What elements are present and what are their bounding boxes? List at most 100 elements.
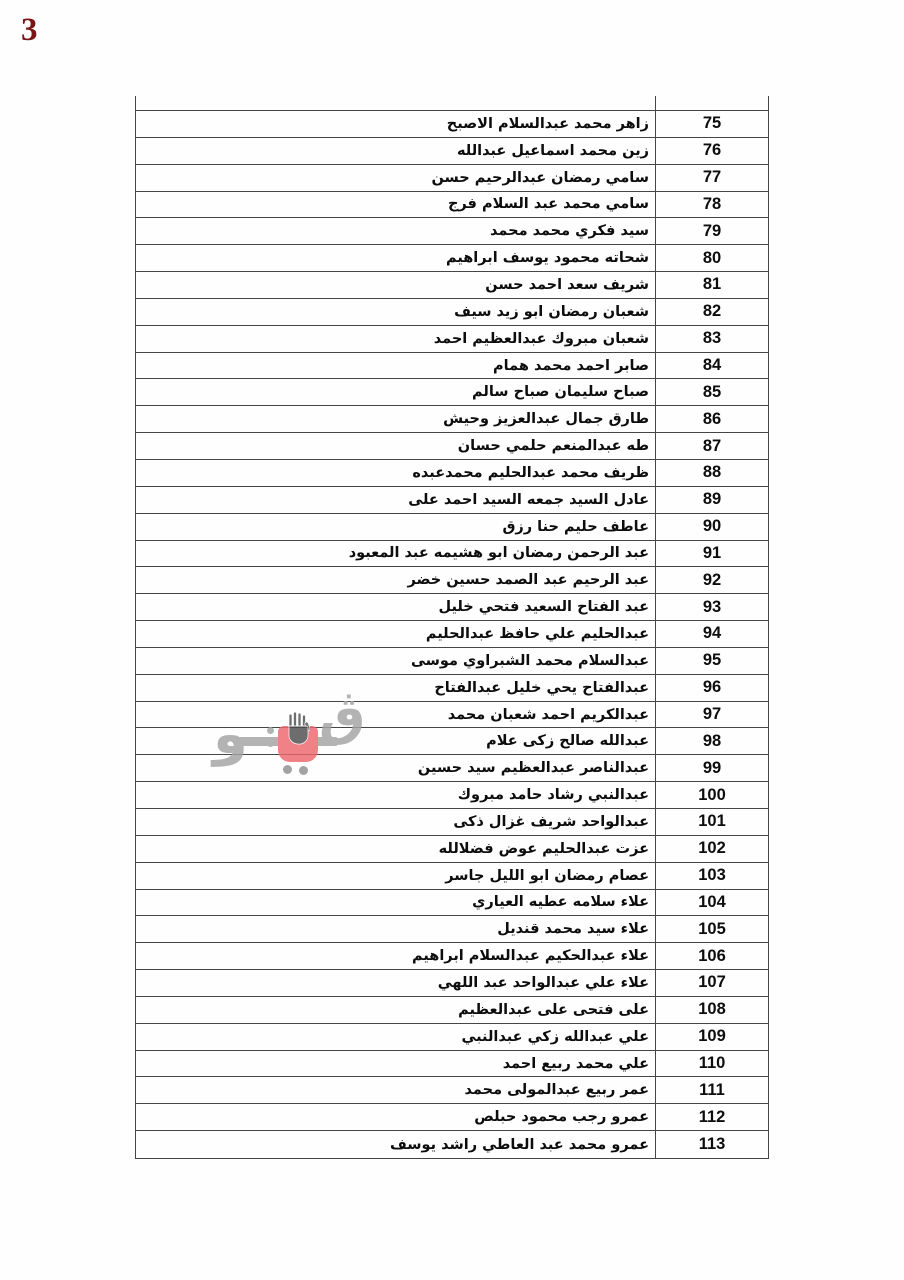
table-row: عصام رمضان ابو الليل جاسر 103	[136, 862, 768, 890]
person-name: سيد فكري محمد محمد	[490, 223, 649, 240]
row-number: 108	[655, 996, 768, 1023]
person-name: علاء عبدالحكيم عبدالسلام ابراهيم	[411, 948, 649, 965]
person-name: عبدالله صالح زكى علام	[486, 733, 649, 750]
person-name: صباح سليمان صباح سالم	[472, 384, 649, 401]
row-number: 105	[655, 916, 768, 943]
row-number: 80	[655, 245, 768, 272]
row-number: 83	[655, 325, 768, 352]
table-row: عبدالنبي رشاد حامد مبروك 100	[136, 782, 768, 809]
page-number: 3	[21, 12, 38, 48]
person-name: زين محمد اسماعيل عبدالله	[457, 142, 649, 159]
table-row: ظريف محمد عبدالحليم محمدعبده 88	[136, 459, 768, 487]
table-row: سامي رمضان عبدالرحيم حسن 77	[136, 164, 768, 192]
person-name: سامي محمد عبد السلام فرج	[447, 196, 649, 213]
table-row: شعبان مبروك عبدالعظيم احمد 83	[136, 325, 768, 353]
person-name: على فتحى على عبدالعظيم	[458, 1001, 649, 1018]
row-number: 87	[655, 433, 768, 459]
person-name: عبدالنبي رشاد حامد مبروك	[457, 787, 649, 804]
row-number: 97	[655, 701, 768, 728]
person-name: عمرو رجب محمود حبلص	[474, 1109, 649, 1126]
table-row: سامي محمد عبد السلام فرج 78	[136, 191, 768, 219]
table-row: زاهر محمد عبدالسلام الاصبح 75	[136, 111, 768, 138]
row-number: 113	[655, 1131, 768, 1158]
table-row: علاء سيد محمد قنديل 105	[136, 916, 768, 944]
row-number: 99	[655, 755, 768, 782]
person-name: عبدالواحد شريف غزال ذكى	[453, 813, 649, 830]
table-row: شريف سعد احمد حسن 81	[136, 272, 768, 299]
row-number: 79	[655, 218, 768, 245]
person-name: علاء سيد محمد قنديل	[497, 921, 649, 938]
table-row: عمرو محمد عبد العاطي راشد يوسف 113	[136, 1131, 768, 1158]
person-name: علاء علي عبدالواحد عبد اللهي	[437, 974, 649, 991]
table-border-stub-left	[135, 96, 136, 110]
row-number: 84	[655, 352, 768, 379]
table-row: صابر احمد محمد همام 84	[136, 352, 768, 380]
person-name: عبد الرحمن رمضان ابو هشيمه عبد المعبود	[348, 545, 649, 562]
row-number: 94	[655, 621, 768, 647]
person-name: شعبان رمضان ابو زيد سيف	[454, 303, 649, 320]
table-row: عبدالله صالح زكى علام 98	[136, 728, 768, 756]
table-row: عبد الفتاح السعيد فتحي خليل 93	[136, 594, 768, 622]
table-row: عبدالواحد شريف غزال ذكى 101	[136, 808, 768, 836]
person-name: علي عبدالله زكي عبدالنبي	[461, 1028, 649, 1045]
person-name: سامي رمضان عبدالرحيم حسن	[431, 169, 649, 186]
table-row: طه عبدالمنعم حلمي حسان 87	[136, 433, 768, 460]
row-number: 86	[655, 406, 768, 433]
person-name: عمر ربيع عبدالمولى محمد	[464, 1082, 649, 1099]
person-name: عبد الفتاح السعيد فتحي خليل	[438, 599, 649, 616]
row-number: 91	[655, 540, 768, 567]
row-number: 93	[655, 594, 768, 621]
row-number: 92	[655, 567, 768, 594]
roster-table: زاهر محمد عبدالسلام الاصبح 75 زين محمد ا…	[135, 110, 769, 1159]
row-number: 107	[655, 970, 768, 996]
row-number: 77	[655, 164, 768, 191]
person-name: شعبان مبروك عبدالعظيم احمد	[433, 330, 649, 347]
person-name: عاطف حليم حنا رزق	[502, 518, 649, 535]
row-number: 75	[655, 111, 768, 137]
person-name: عبدالكريم احمد شعبان محمد	[447, 706, 649, 723]
person-name: عبدالفتاح يحي خليل عبدالفتاح	[434, 679, 649, 696]
row-number: 81	[655, 272, 768, 298]
row-number: 88	[655, 459, 768, 486]
row-number: 89	[655, 486, 768, 513]
person-name: شحاته محمود يوسف ابراهيم	[445, 250, 649, 267]
person-name: عصام رمضان ابو الليل جاسر	[445, 867, 649, 884]
row-number: 111	[655, 1077, 768, 1104]
table-border-stub-middle	[655, 96, 656, 110]
person-name: شريف سعد احمد حسن	[485, 276, 649, 293]
row-number: 76	[655, 137, 768, 164]
row-number: 100	[655, 782, 768, 808]
row-number: 96	[655, 674, 768, 701]
table-row: عزت عبدالحليم عوض فضلالله 102	[136, 835, 768, 863]
table-row: عمر ربيع عبدالمولى محمد 111	[136, 1077, 768, 1105]
person-name: عزت عبدالحليم عوض فضلالله	[438, 840, 649, 857]
person-name: طارق جمال عبدالعزيز وحيش	[443, 411, 649, 428]
table-row: شعبان رمضان ابو زيد سيف 82	[136, 298, 768, 326]
table-row: عادل السيد جمعه السيد احمد على 89	[136, 486, 768, 514]
table-row: عبدالناصر عبدالعظيم سيد حسين 99	[136, 755, 768, 783]
table-row: علي محمد ربيع احمد 110	[136, 1050, 768, 1078]
table-row: عبدالكريم احمد شعبان محمد 97	[136, 701, 768, 729]
row-number: 95	[655, 647, 768, 674]
table-row: عبد الرحمن رمضان ابو هشيمه عبد المعبود 9…	[136, 540, 768, 568]
person-name: عبدالسلام محمد الشبراوي موسى	[410, 652, 649, 669]
table-row: سيد فكري محمد محمد 79	[136, 218, 768, 246]
row-number: 101	[655, 808, 768, 835]
table-row: زين محمد اسماعيل عبدالله 76	[136, 137, 768, 165]
row-number: 106	[655, 943, 768, 970]
table-row: على فتحى على عبدالعظيم 108	[136, 996, 768, 1024]
row-number: 90	[655, 513, 768, 540]
table-row: علي عبدالله زكي عبدالنبي 109	[136, 1023, 768, 1051]
row-number: 103	[655, 862, 768, 889]
row-number: 82	[655, 298, 768, 325]
table-row: عاطف حليم حنا رزق 90	[136, 513, 768, 541]
person-name: علي محمد ربيع احمد	[502, 1055, 649, 1072]
table-row: عمرو رجب محمود حبلص 112	[136, 1104, 768, 1132]
person-name: عادل السيد جمعه السيد احمد على	[408, 491, 649, 508]
table-row: علاء سلامه عطيه العياري 104	[136, 889, 768, 917]
person-name: زاهر محمد عبدالسلام الاصبح	[446, 115, 649, 132]
person-name: عمرو محمد عبد العاطي راشد يوسف	[389, 1136, 649, 1153]
table-row: طارق جمال عبدالعزيز وحيش 86	[136, 406, 768, 434]
person-name: ظريف محمد عبدالحليم محمدعبده	[412, 464, 649, 481]
